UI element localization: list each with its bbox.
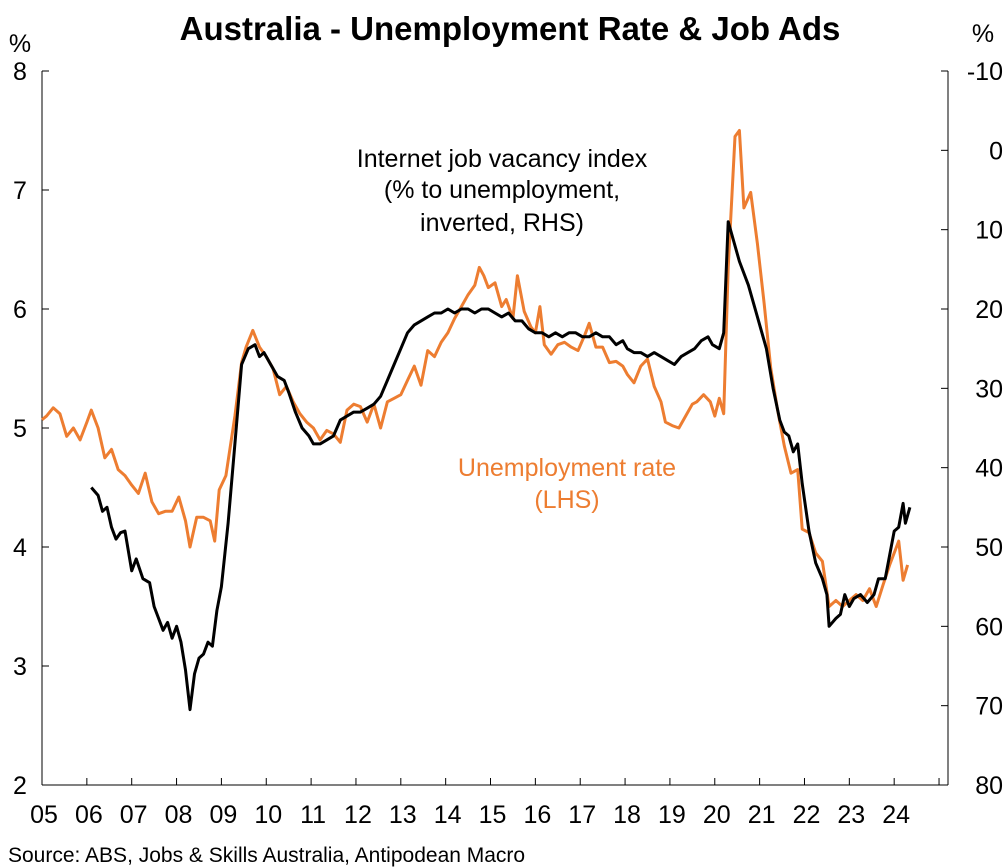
x-tick-label: 17	[568, 801, 596, 829]
vacancy-annotation-line-3: inverted, RHS)	[420, 209, 584, 237]
right-tick-label: 10	[975, 217, 1003, 245]
left-tick-label: 2	[13, 772, 27, 800]
x-tick-label: 24	[882, 801, 910, 829]
left-tick-label: 3	[13, 653, 27, 681]
x-tick-label: 15	[479, 801, 507, 829]
right-tick-label: 80	[975, 772, 1003, 800]
x-tick-label: 18	[613, 801, 641, 829]
left-tick-label: 6	[13, 296, 27, 324]
x-tick-label: 07	[120, 801, 148, 829]
left-axis-unit: %	[9, 30, 31, 58]
x-tick-label: 14	[434, 801, 462, 829]
x-tick-label: 19	[658, 801, 686, 829]
x-tick-label: 06	[75, 801, 103, 829]
x-tick-label: 13	[389, 801, 417, 829]
left-tick-label: 4	[13, 534, 27, 562]
right-axis-ticks: -10 0 10 20 30 40 50 60 70 80	[941, 58, 1003, 800]
x-tick-label: 10	[254, 801, 282, 829]
unemployment-annotation-line-2: (LHS)	[534, 486, 599, 514]
right-tick-label: 20	[975, 296, 1003, 324]
right-tick-label: 40	[975, 455, 1003, 483]
right-tick-label: 70	[975, 693, 1003, 721]
unemployment-annotation-line-1: Unemployment rate	[458, 454, 676, 482]
x-tick-label: 11	[300, 801, 326, 829]
chart-title: Australia - Unemployment Rate & Job Ads	[180, 10, 841, 47]
left-tick-label: 5	[13, 415, 27, 443]
vacancy-annotation-line-2: (% to unemployment,	[384, 176, 620, 204]
x-tick-label: 21	[748, 801, 776, 829]
x-tick-label: 09	[209, 801, 237, 829]
left-axis-ticks: 8 7 6 5 4 3 2	[13, 58, 49, 800]
left-tick-label: 7	[13, 177, 27, 205]
x-tick-label: 22	[793, 801, 821, 829]
right-tick-label: 50	[975, 534, 1003, 562]
right-tick-label: -10	[967, 58, 1003, 86]
source-note: Source: ABS, Jobs & Skills Australia, An…	[8, 844, 525, 867]
x-tick-label: 05	[30, 801, 58, 829]
right-tick-label: 0	[989, 137, 1003, 165]
x-tick-label: 12	[344, 801, 372, 829]
left-tick-label: 8	[13, 58, 27, 86]
unemployment-rate-line	[41, 129, 910, 608]
job-vacancy-index-line	[90, 220, 912, 712]
x-tick-label: 20	[703, 801, 731, 829]
x-tick-label: 08	[165, 801, 193, 829]
x-axis-ticks: 05 06 07 08 09 10 11 12 13 14 15 16 17 18 19 20 21 22 23 24	[30, 778, 940, 829]
x-tick-label: 23	[837, 801, 865, 829]
right-tick-label: 60	[975, 613, 1003, 641]
right-tick-label: 30	[975, 375, 1003, 403]
vacancy-annotation-line-1: Internet job vacancy index	[357, 145, 648, 173]
x-tick-label: 16	[523, 801, 551, 829]
right-axis-unit: %	[972, 20, 994, 48]
